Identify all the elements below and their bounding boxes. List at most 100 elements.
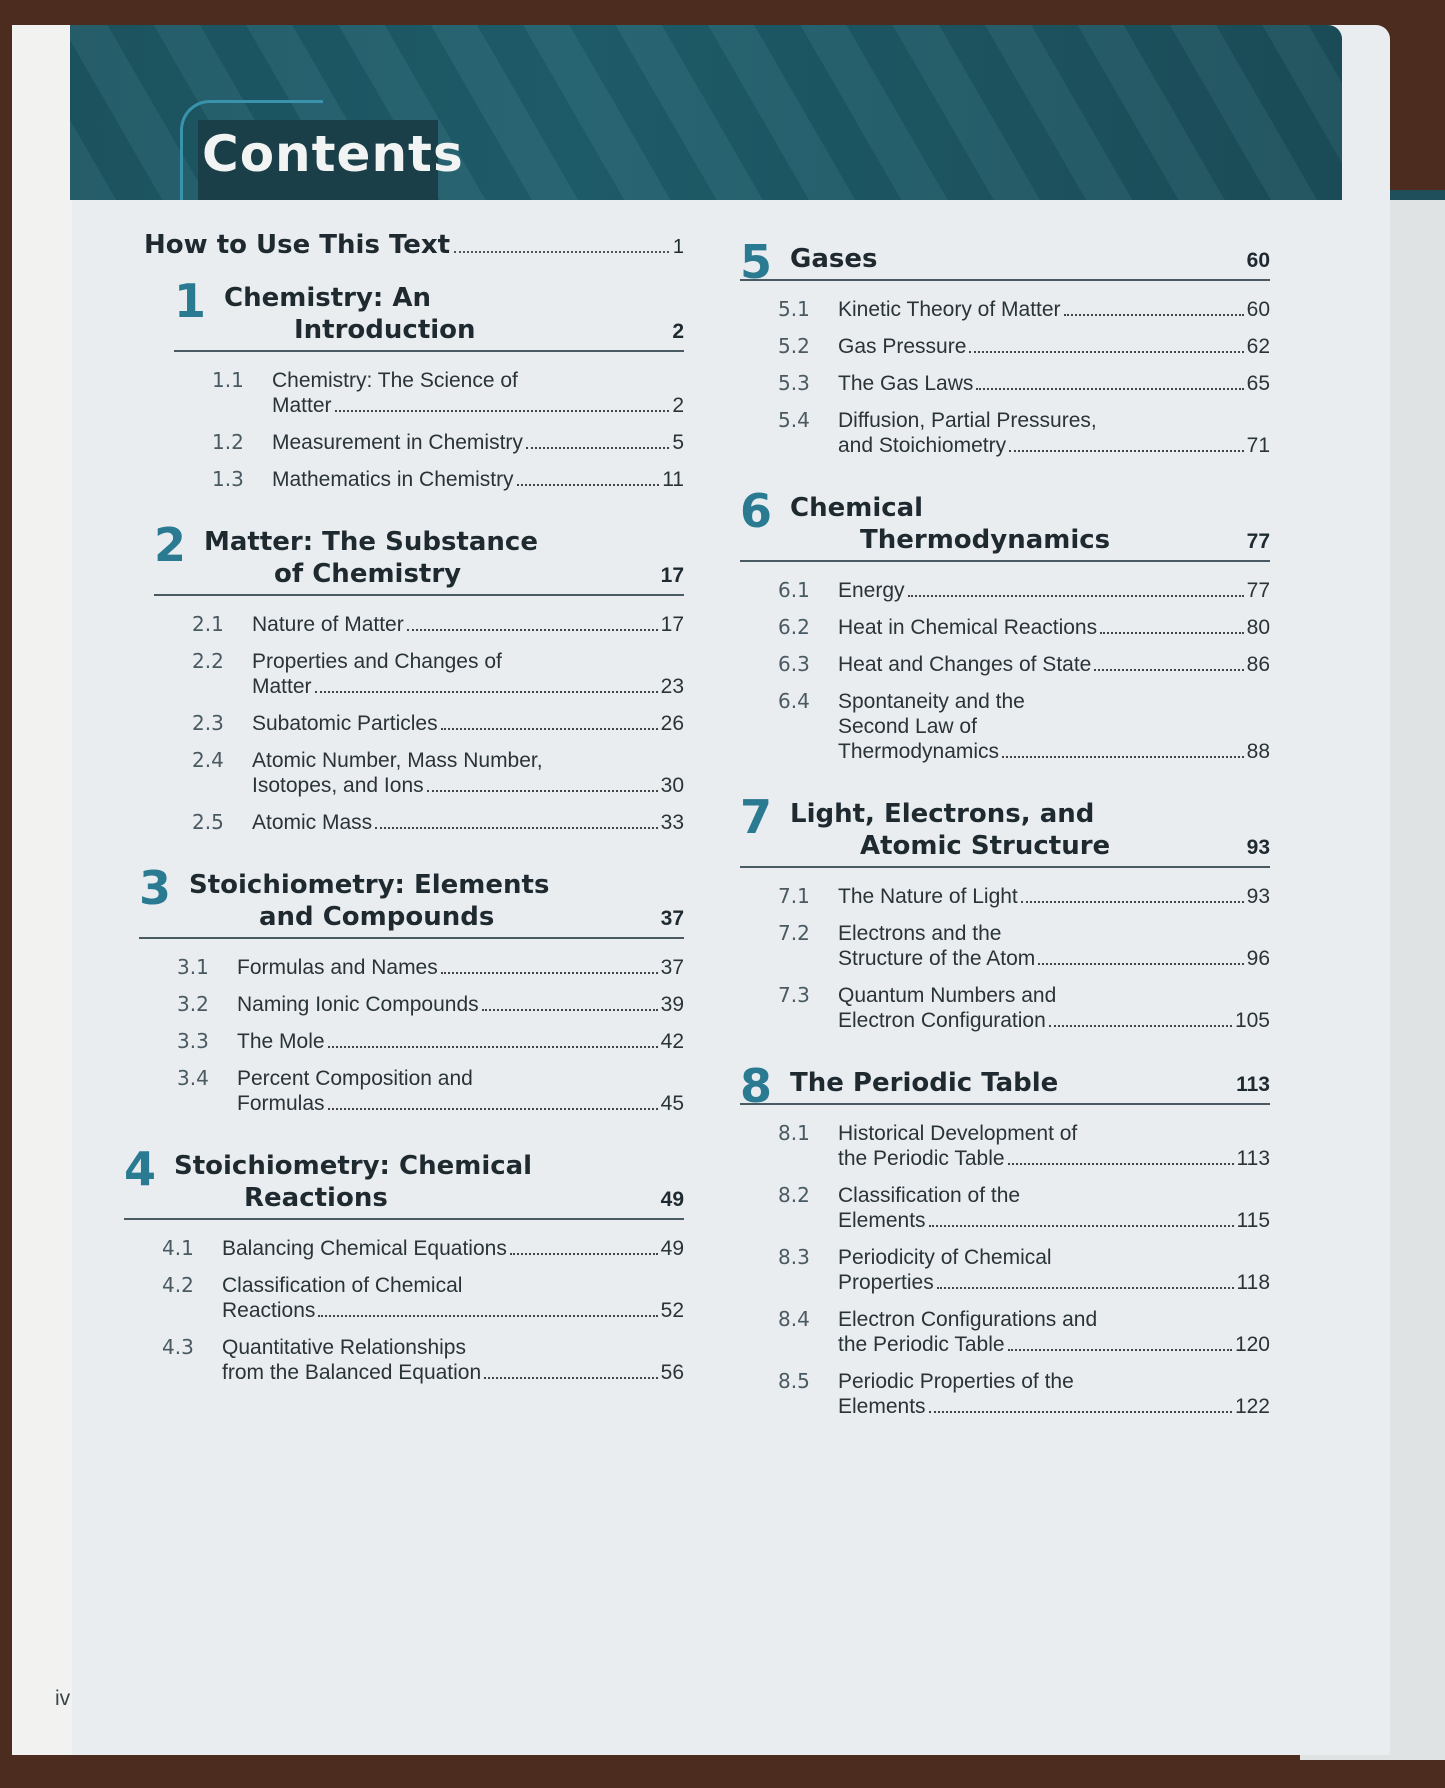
section-title: Classification of Chemical Reactions 52 — [222, 1273, 684, 1323]
section-entry[interactable]: 8.3 Periodicity of Chemical Properties 118 — [778, 1245, 1270, 1295]
page-number: 62 — [1246, 335, 1270, 358]
chapter-heading[interactable]: 8 The Periodic Table 113 — [740, 1059, 1270, 1113]
dot-leader — [327, 1108, 658, 1110]
page-title: Contents — [202, 125, 464, 183]
section-title-text: Reactions — [222, 1299, 316, 1322]
chapter-title-line: Matter: The Substance — [204, 527, 538, 557]
page-number: 33 — [660, 811, 684, 834]
section-entry[interactable]: 2.3 Subatomic Particles 26 — [192, 711, 684, 736]
chapter-page: 2 — [672, 320, 684, 343]
section-entry[interactable]: 6.2 Heat in Chemical Reactions 80 — [778, 615, 1270, 640]
section-title: Electrons and the Structure of the Atom 96 — [838, 921, 1270, 971]
section-entry[interactable]: 8.2 Classification of the Elements 115 — [778, 1183, 1270, 1233]
chapter-heading[interactable]: 4 Stoichiometry: Chemical Reactions 49 — [124, 1142, 684, 1220]
section-number: 8.3 — [778, 1245, 810, 1269]
page-number: 52 — [660, 1299, 684, 1322]
dot-leader — [928, 1411, 1232, 1413]
section-number: 5.2 — [778, 334, 810, 358]
section-title: Chemistry: The Science of Matter 2 — [272, 368, 684, 418]
section-title-text: Formulas and Names — [237, 956, 438, 979]
chapter-title-line: Introduction — [294, 315, 476, 345]
section-entry[interactable]: 8.4 Electron Configurations and the Period… — [778, 1307, 1270, 1357]
section-title-line: Matter 2 — [272, 393, 684, 418]
section-entry[interactable]: 2.4 Atomic Number, Mass Number, Isotopes, … — [192, 748, 684, 798]
section-entry[interactable]: 1.2 Measurement in Chemistry 5 — [212, 430, 684, 455]
section-entry[interactable]: 7.2 Electrons and the Structure of the Ato… — [778, 921, 1270, 971]
section-title: Classification of the Elements 115 — [838, 1183, 1270, 1233]
dot-leader — [1020, 901, 1244, 903]
chapter-page: 77 — [1246, 530, 1270, 553]
section-title-line: Atomic Mass 33 — [252, 810, 684, 835]
section-entry[interactable]: 5.2 Gas Pressure 62 — [778, 334, 1270, 359]
chapter-heading[interactable]: 2 Matter: The Substance of Chemistry 17 — [154, 518, 684, 596]
how-to-use-entry[interactable]: How to Use This Text 1 — [144, 230, 684, 260]
chapter-heading[interactable]: 1 Chemistry: An Introduction 2 — [174, 274, 684, 352]
section-entry[interactable]: 1.3 Mathematics in Chemistry 11 — [212, 467, 684, 492]
section-entry[interactable]: 4.1 Balancing Chemical Equations 49 — [162, 1236, 684, 1261]
section-entry[interactable]: 2.5 Atomic Mass 33 — [192, 810, 684, 835]
section-title-text: Heat in Chemical Reactions — [838, 616, 1098, 639]
dot-leader — [440, 972, 658, 974]
chapter-title-line: Atomic Structure — [860, 831, 1111, 861]
section-title: Energy 77 — [838, 578, 1270, 603]
section-entry[interactable]: 1.1 Chemistry: The Science of Matter 2 — [212, 368, 684, 418]
section-entry[interactable]: 7.3 Quantum Numbers and Electron Configura… — [778, 983, 1270, 1033]
dot-leader — [375, 827, 658, 829]
section-entry[interactable]: 8.1 Historical Development of the Periodic… — [778, 1121, 1270, 1171]
chapter-heading[interactable]: 6 Chemical Thermodynamics 77 — [740, 484, 1270, 562]
section-title-text: Naming Ionic Compounds — [237, 993, 479, 1016]
section-title: The Nature of Light 93 — [838, 884, 1270, 909]
section-title-line: Historical Development of — [838, 1122, 1078, 1145]
section-title-line: Matter 23 — [252, 674, 684, 699]
section-entry[interactable]: 5.1 Kinetic Theory of Matter 60 — [778, 297, 1270, 322]
section-entry[interactable]: 3.2 Naming Ionic Compounds 39 — [177, 992, 684, 1017]
chapter-title-line: and Compounds — [259, 902, 495, 932]
section-number: 4.1 — [162, 1236, 194, 1260]
section-entry[interactable]: 8.5 Periodic Properties of the Elements 122 — [778, 1369, 1270, 1419]
section-entry[interactable]: 3.3 The Mole 42 — [177, 1029, 684, 1054]
chapter-page: 113 — [1236, 1073, 1270, 1096]
section-title-line: Properties and Changes of — [252, 650, 502, 673]
dot-leader — [525, 447, 670, 449]
chapter-heading[interactable]: 5 Gases 60 — [740, 235, 1270, 289]
section-entry[interactable]: 6.3 Heat and Changes of State 86 — [778, 652, 1270, 677]
section-title-text: The Mole — [237, 1030, 325, 1053]
dot-leader — [1002, 756, 1244, 758]
section-title: Periodic Properties of the Elements 122 — [838, 1369, 1270, 1419]
section-entry[interactable]: 5.3 The Gas Laws 65 — [778, 371, 1270, 396]
section-entry[interactable]: 2.1 Nature of Matter 17 — [192, 612, 684, 637]
section-number: 8.5 — [778, 1369, 810, 1393]
section-title: Mathematics in Chemistry 11 — [272, 467, 684, 492]
section-entry[interactable]: 7.1 The Nature of Light 93 — [778, 884, 1270, 909]
section-number: 8.4 — [778, 1307, 810, 1331]
section-title-line: and Stoichiometry 71 — [838, 433, 1270, 458]
chapter-heading[interactable]: 7 Light, Electrons, and Atomic Structure 93 — [740, 790, 1270, 868]
section-title-text: Properties — [838, 1271, 934, 1294]
section-title-text: Elements — [838, 1209, 926, 1232]
chapter-heading[interactable]: 3 Stoichiometry: Elements and Compounds 37 — [139, 861, 684, 939]
section-title: Historical Development of the Periodic Ta… — [838, 1121, 1270, 1171]
chapter-title: The Periodic Table — [740, 1067, 1270, 1099]
section-entry[interactable]: 2.2 Properties and Changes of Matter 23 — [192, 649, 684, 699]
section-entry[interactable]: 3.4 Percent Composition and Formulas 45 — [177, 1066, 684, 1116]
page-number: 120 — [1234, 1333, 1270, 1356]
section-title-line: Nature of Matter 17 — [252, 612, 684, 637]
section-number: 7.3 — [778, 983, 810, 1007]
section-entry[interactable]: 5.4 Diffusion, Partial Pressures, and Stoi… — [778, 408, 1270, 458]
section-entry[interactable]: 4.2 Classification of Chemical Reactions 52 — [162, 1273, 684, 1323]
section-entry[interactable]: 6.4 Spontaneity and the Second Law of Therm… — [778, 689, 1270, 764]
chapter-number: 3 — [139, 861, 172, 915]
page-number: 23 — [660, 675, 684, 698]
section-title: Measurement in Chemistry 5 — [272, 430, 684, 455]
section-title-text: Elements — [838, 1395, 926, 1418]
section-title-text: Balancing Chemical Equations — [222, 1237, 507, 1260]
section-entry[interactable]: 3.1 Formulas and Names 37 — [177, 955, 684, 980]
section-title-text: Electron Configuration — [838, 1009, 1046, 1032]
section-entry[interactable]: 6.1 Energy 77 — [778, 578, 1270, 603]
page-number: 39 — [660, 993, 684, 1016]
page-number: 30 — [660, 774, 684, 797]
section-entry[interactable]: 4.3 Quantitative Relationships from the Ba… — [162, 1335, 684, 1385]
page-number: 26 — [660, 712, 684, 735]
chapter-number: 4 — [124, 1142, 157, 1196]
chapter: 3 Stoichiometry: Elements and Compounds 37 3… — [139, 861, 684, 1116]
